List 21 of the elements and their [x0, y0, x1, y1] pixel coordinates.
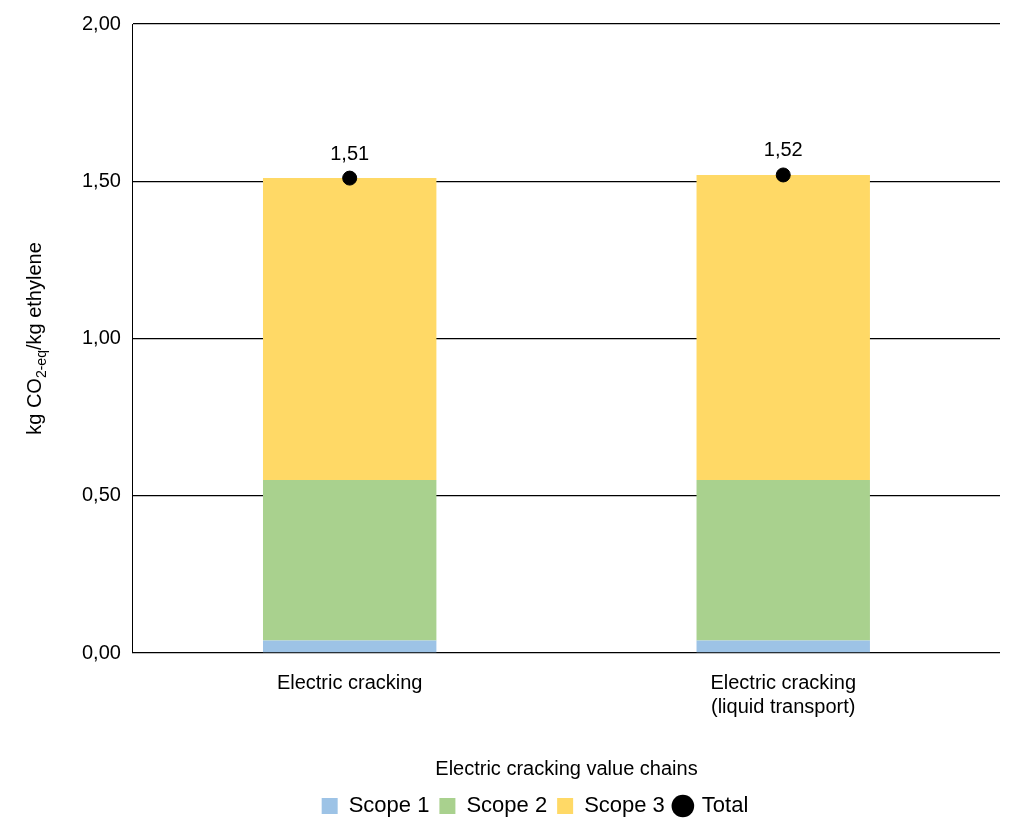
x-tick-label: Electric cracking — [276, 670, 423, 693]
y-tick-label: 0,00 — [81, 640, 121, 663]
y-tick-label: 1,50 — [81, 168, 121, 191]
x-tick-label: Electric cracking (liquid transport) — [710, 670, 857, 717]
data-label: 1,52 — [763, 138, 803, 161]
y-axis-title: kg CO2-eq/kg ethylene — [23, 242, 49, 435]
y-tick-label: 0,50 — [81, 483, 121, 506]
bar — [696, 640, 870, 653]
y-tick-label: 2,00 — [81, 11, 121, 34]
bar — [696, 480, 870, 641]
x-axis-title: Electric cracking value chains — [435, 756, 698, 779]
legend-label: Scope 2 — [466, 792, 548, 818]
legend-label: Scope 1 — [348, 792, 430, 818]
bar — [262, 178, 437, 481]
legend-label: Scope 3 — [584, 792, 665, 818]
bar — [262, 480, 437, 641]
bar — [696, 174, 870, 481]
y-tick-label: 1,00 — [81, 326, 121, 349]
data-label: 1,51 — [330, 141, 370, 164]
legend-label: Total — [701, 792, 749, 818]
bar — [262, 640, 437, 653]
